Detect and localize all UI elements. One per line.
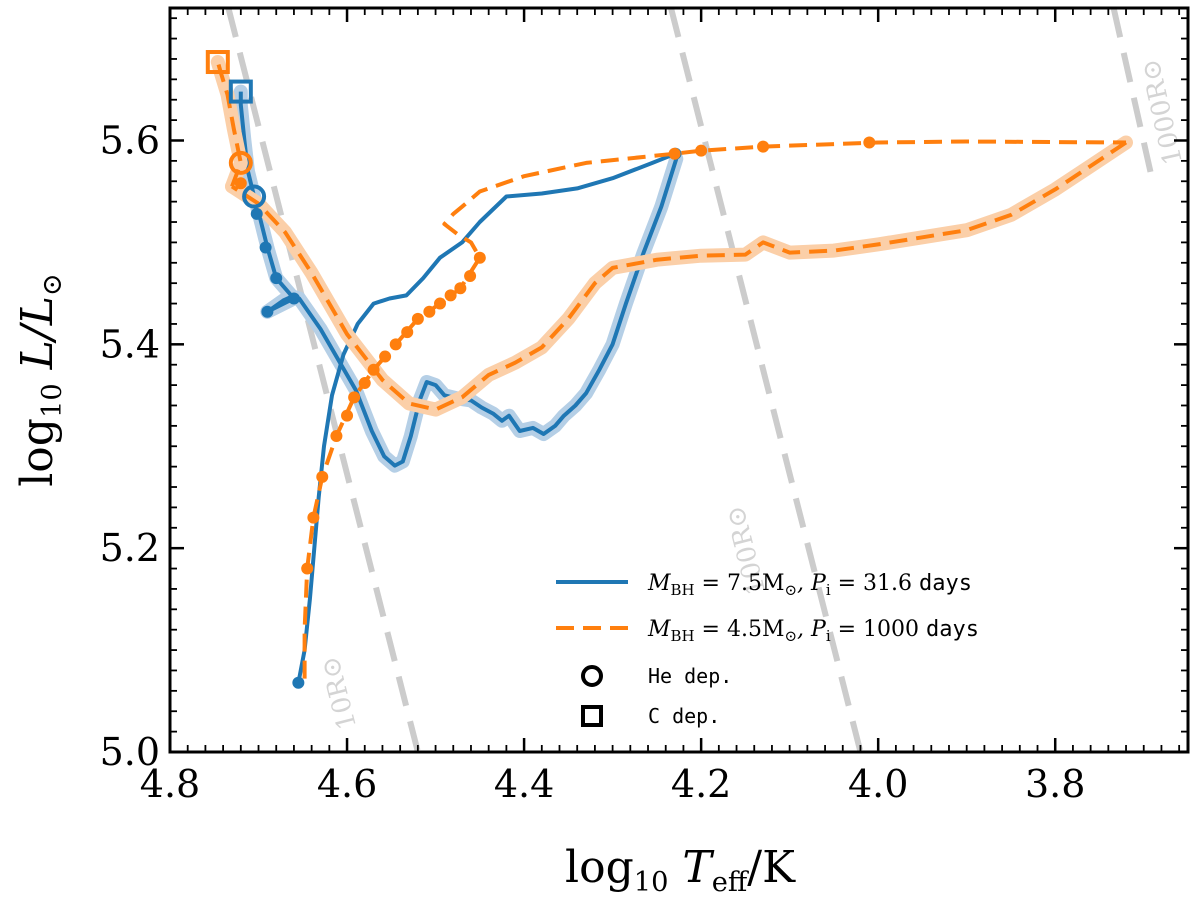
legend-label-1-part: BH bbox=[671, 627, 695, 645]
x-axis-label-part: T bbox=[668, 842, 715, 893]
x-tick-label-1: 4.6 bbox=[317, 762, 377, 806]
axis-ticks bbox=[168, 8, 1188, 754]
radius-line-0 bbox=[225, 8, 421, 752]
radius-line-2 bbox=[1110, 8, 1156, 182]
series-1-marker-1 bbox=[307, 511, 320, 524]
x-tick-label-5: 3.8 bbox=[1025, 762, 1085, 806]
series-1-final-line bbox=[230, 140, 1128, 412]
legend-label-1: MBH = 4.5M⊙, Pi = 1000 days bbox=[647, 617, 979, 645]
x-axis-label: log10 Teff/K bbox=[565, 842, 796, 898]
legend-swatch-2 bbox=[581, 665, 603, 687]
y-axis-label-part: L/L bbox=[12, 296, 63, 383]
x-tick-label-0: 4.8 bbox=[140, 762, 200, 806]
series-0-c-dep-marker bbox=[228, 79, 253, 104]
track-markers bbox=[205, 50, 876, 689]
series-0-marker-0 bbox=[292, 676, 305, 689]
series-0-he-dep-marker bbox=[242, 184, 267, 209]
y-tick-label-0: 5.0 bbox=[100, 730, 160, 774]
y-tick-label-2: 5.4 bbox=[100, 322, 160, 366]
legend-label-1-part: , P bbox=[797, 617, 827, 642]
series-1-marker-5 bbox=[348, 391, 361, 404]
legend-label-2: He dep. bbox=[648, 664, 732, 688]
x-axis-label-part: 10 bbox=[634, 867, 669, 898]
x-axis-label-part: log bbox=[565, 842, 634, 893]
legend-label-0-part: = 31.6 bbox=[831, 571, 919, 596]
series-1-marker-10 bbox=[401, 326, 414, 339]
series-1-final-halo bbox=[225, 135, 1133, 417]
radius-line-1 bbox=[668, 8, 864, 752]
series-1-marker-21 bbox=[863, 136, 876, 149]
legend-label-1-part: i bbox=[826, 627, 831, 645]
series-1-marker-4 bbox=[341, 409, 354, 422]
legend-label-0-part: days bbox=[919, 571, 972, 596]
series-1-marker-2 bbox=[316, 470, 329, 483]
series-1-marker-3 bbox=[330, 430, 343, 443]
series-0-final-line bbox=[266, 158, 679, 468]
series-1-marker-11 bbox=[411, 312, 424, 325]
series-1-marker-17 bbox=[473, 251, 486, 264]
series-1-marker-8 bbox=[379, 350, 392, 363]
series-1-marker-12 bbox=[423, 305, 436, 318]
series-1-marker-18 bbox=[668, 147, 681, 160]
x-tick-label-4: 4.0 bbox=[848, 762, 908, 806]
legend-label-1-part: = 1000 bbox=[831, 617, 926, 642]
y-axis-label: log10 L/L⊙ bbox=[12, 273, 68, 487]
legend-label-0-part: BH bbox=[671, 581, 695, 599]
y-axis-label-part: log bbox=[12, 418, 63, 487]
x-tick-label-3: 4.2 bbox=[671, 762, 731, 806]
legend-label-0-part: , P bbox=[797, 571, 827, 596]
series-0-marker-4 bbox=[270, 272, 283, 285]
radius-label-0: 10R⊙ bbox=[316, 653, 363, 733]
series-1-marker-0 bbox=[301, 562, 314, 575]
series-0-marker-2 bbox=[261, 305, 274, 318]
y-tick-label-3: 5.6 bbox=[100, 118, 160, 162]
legend-label-1-part: M bbox=[647, 617, 671, 642]
legend-label-0-part: i bbox=[826, 581, 831, 599]
series-1-marker-19 bbox=[695, 144, 708, 157]
series-1-marker-13 bbox=[433, 297, 446, 310]
y-axis-label-part: ⊙ bbox=[37, 273, 68, 296]
series-1-he-dep-marker bbox=[228, 150, 253, 175]
legend-label-0-part: M bbox=[647, 571, 671, 596]
series-1-marker-22 bbox=[234, 177, 247, 190]
legend-swatch-3 bbox=[581, 705, 603, 727]
y-tick-label-1: 5.2 bbox=[100, 526, 160, 570]
x-tick-label-2: 4.4 bbox=[494, 762, 554, 806]
series-1-marker-9 bbox=[389, 338, 402, 351]
legend-label-0-part: = 7.5M bbox=[695, 571, 785, 596]
series-1-marker-6 bbox=[358, 377, 371, 390]
legend-label-1-part: = 4.5M bbox=[695, 617, 785, 642]
legend-label-3: C dep. bbox=[648, 704, 720, 728]
series-1-marker-15 bbox=[454, 282, 467, 295]
series-1-marker-7 bbox=[367, 363, 380, 376]
series-0-marker-6 bbox=[250, 207, 263, 220]
series-1-marker-14 bbox=[444, 289, 457, 302]
series-0-marker-3 bbox=[287, 292, 300, 305]
legend-label-1-part: days bbox=[926, 617, 979, 642]
x-axis-label-part: /K bbox=[747, 842, 796, 893]
plot-frame bbox=[168, 6, 1190, 754]
legend-label-0: MBH = 7.5M⊙, Pi = 31.6 days bbox=[647, 571, 972, 599]
legend-label-0-part: ⊙ bbox=[785, 581, 798, 599]
series-1-c-dep-marker bbox=[205, 50, 230, 75]
legend-label-1-part: ⊙ bbox=[785, 627, 798, 645]
x-axis-label-part: eff bbox=[712, 867, 750, 898]
series-1-main-line bbox=[302, 139, 1127, 679]
series-1-marker-20 bbox=[757, 140, 770, 153]
y-axis-label-part: 10 bbox=[37, 383, 68, 418]
series-1-marker-16 bbox=[464, 270, 477, 283]
series-0-marker-5 bbox=[259, 241, 272, 254]
